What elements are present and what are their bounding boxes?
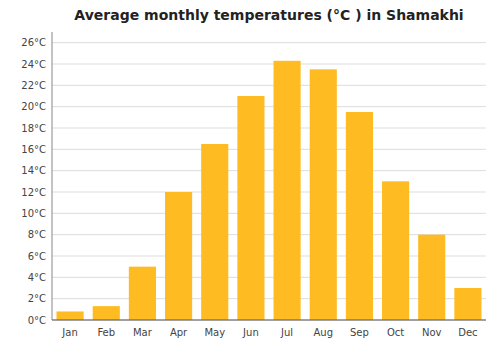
y-tick-label: 16°C <box>21 144 46 155</box>
grid-line <box>52 213 486 214</box>
bar <box>129 267 156 320</box>
bar <box>201 144 228 320</box>
x-tick-label: Feb <box>97 327 115 338</box>
grid-line <box>52 42 486 43</box>
grid-line <box>52 320 486 321</box>
y-tick-label: 2°C <box>28 293 46 304</box>
bar <box>93 306 120 320</box>
y-tick-label: 26°C <box>21 37 46 48</box>
bar <box>454 288 481 320</box>
bar <box>57 311 84 320</box>
bar <box>310 69 337 320</box>
grid-line <box>52 170 486 171</box>
bar <box>274 61 301 320</box>
title: Average monthly temperatures (°C ) in Sh… <box>74 7 463 23</box>
y-tick-label: 18°C <box>21 123 46 134</box>
y-tick-label: 20°C <box>21 101 46 112</box>
bar <box>346 112 373 320</box>
y-axis-line <box>52 32 53 320</box>
y-tick-label: 4°C <box>28 272 46 283</box>
y-tick-label: 10°C <box>21 208 46 219</box>
y-tick-label: 12°C <box>21 187 46 198</box>
chart: Average monthly temperatures (°C ) in Sh… <box>0 0 500 350</box>
y-tick-label: 24°C <box>21 59 46 70</box>
y-tick-label: 8°C <box>28 229 46 240</box>
y-tick-label: 14°C <box>21 165 46 176</box>
x-tick-label: Jan <box>61 327 77 338</box>
y-tick-label: 6°C <box>28 251 46 262</box>
grid-line <box>52 64 486 65</box>
x-tick-label: Oct <box>387 327 404 338</box>
grid-line <box>52 106 486 107</box>
x-tick-label: Jul <box>280 327 293 338</box>
grid-line <box>52 149 486 150</box>
x-tick-label: Mar <box>133 327 153 338</box>
x-tick-label: Sep <box>350 327 369 338</box>
bar <box>418 235 445 320</box>
y-tick-label: 0°C <box>28 315 46 326</box>
x-tick-label: Apr <box>170 327 188 338</box>
x-tick-label: Jun <box>242 327 259 338</box>
x-tick-label: May <box>204 327 225 338</box>
grid-line <box>52 192 486 193</box>
y-tick-label: 22°C <box>21 80 46 91</box>
grid-line <box>52 85 486 86</box>
grid-line <box>52 128 486 129</box>
x-tick-label: Dec <box>458 327 477 338</box>
x-tick-label: Nov <box>422 327 442 338</box>
grid <box>52 43 486 320</box>
x-axis-line <box>52 320 486 321</box>
bar <box>165 192 192 320</box>
bar <box>382 181 409 320</box>
bar <box>237 96 264 320</box>
x-tick-label: Aug <box>313 327 333 338</box>
bars <box>57 61 482 320</box>
